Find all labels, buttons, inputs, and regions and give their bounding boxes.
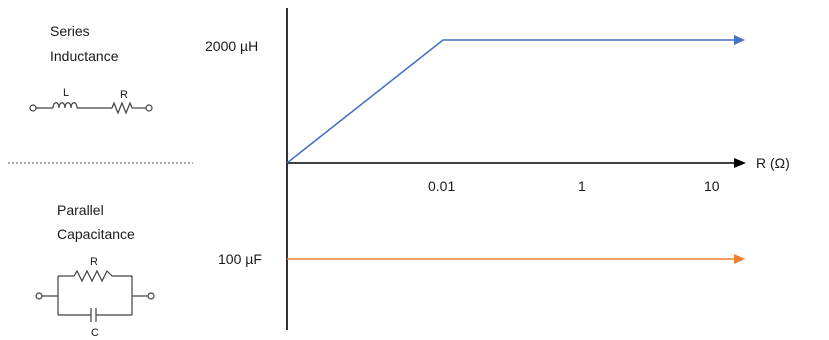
- series-terminal-left: [29, 104, 37, 112]
- x-tick-label-0: 0.01: [428, 178, 456, 194]
- inductance-series-line: [286, 39, 735, 164]
- series-title-line2: Inductance: [50, 48, 119, 64]
- capacitance-level-label: 100 µF: [218, 251, 262, 267]
- parallel-title-line2: Capacitance: [57, 226, 135, 242]
- plot-axes: [286, 8, 746, 330]
- parallel-resistor-symbol: [73, 269, 113, 283]
- inductance-level-label: 2000 µH: [205, 38, 259, 54]
- inductance-series-arrowhead: [734, 35, 745, 45]
- series-terminal-right: [145, 104, 153, 112]
- series-inductor-label: L: [63, 87, 70, 99]
- x-tick-label-1: 1: [578, 178, 586, 194]
- series-resistor-symbol: [111, 101, 133, 115]
- parallel-capacitor-label: C: [91, 327, 99, 339]
- parallel-circuit-schematic: [35, 269, 155, 322]
- parallel-resistor-label: R: [90, 256, 98, 268]
- series-title-line1: Series: [50, 23, 90, 39]
- series-resistor-label: R: [120, 89, 128, 101]
- parallel-terminal-right: [147, 292, 155, 300]
- capacitance-series-arrowhead: [734, 254, 745, 264]
- series-circuit-schematic: [29, 101, 153, 115]
- parallel-title-line1: Parallel: [57, 202, 104, 218]
- x-axis-label: R (Ω): [756, 155, 790, 171]
- x-axis-arrowhead: [734, 158, 746, 168]
- x-tick-label-2: 10: [704, 178, 720, 194]
- parallel-terminal-left: [35, 292, 43, 300]
- inductor-coil-symbol: [52, 102, 78, 109]
